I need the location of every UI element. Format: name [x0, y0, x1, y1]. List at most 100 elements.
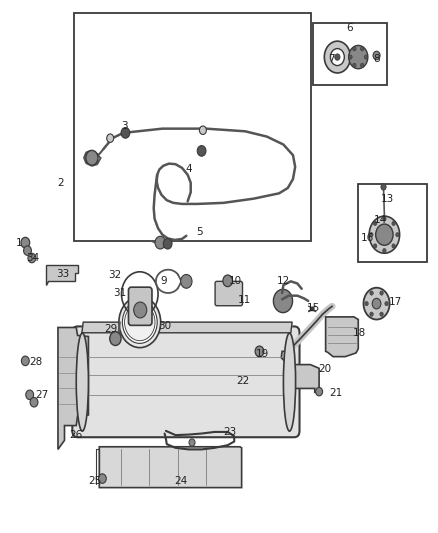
Circle shape [374, 221, 377, 225]
Circle shape [381, 184, 386, 190]
Ellipse shape [283, 333, 296, 431]
Text: 5: 5 [196, 227, 203, 237]
Text: 7: 7 [328, 54, 335, 63]
Text: 4: 4 [185, 165, 192, 174]
Text: 9: 9 [160, 276, 166, 286]
Text: 28: 28 [30, 357, 43, 367]
Circle shape [255, 346, 264, 357]
Circle shape [349, 55, 352, 59]
Circle shape [28, 253, 36, 263]
Circle shape [360, 47, 364, 51]
Circle shape [373, 51, 380, 60]
Circle shape [374, 244, 377, 248]
Circle shape [364, 55, 368, 59]
Text: 24: 24 [174, 477, 188, 486]
Polygon shape [58, 327, 88, 449]
Circle shape [273, 289, 293, 313]
Text: 13: 13 [381, 193, 394, 204]
Circle shape [163, 238, 172, 249]
Text: 16: 16 [360, 233, 374, 243]
Text: 27: 27 [35, 390, 48, 400]
Circle shape [189, 439, 195, 446]
Text: 34: 34 [27, 253, 40, 263]
Circle shape [376, 224, 393, 245]
Text: 29: 29 [104, 324, 118, 334]
Text: 11: 11 [238, 295, 251, 305]
Circle shape [311, 307, 314, 311]
Circle shape [365, 302, 368, 306]
Circle shape [335, 54, 340, 60]
Text: 3: 3 [121, 121, 127, 131]
Circle shape [134, 302, 147, 318]
Text: 23: 23 [224, 427, 237, 437]
Circle shape [110, 332, 121, 345]
Ellipse shape [76, 333, 88, 431]
FancyBboxPatch shape [72, 326, 300, 437]
Text: 20: 20 [318, 364, 331, 374]
Circle shape [86, 150, 98, 165]
Circle shape [121, 127, 130, 138]
Bar [74, 13, 311, 241]
Polygon shape [281, 351, 319, 393]
Circle shape [30, 398, 38, 407]
Circle shape [370, 232, 373, 237]
Text: 15: 15 [307, 303, 321, 313]
Text: 22: 22 [237, 376, 250, 386]
Text: 12: 12 [276, 276, 290, 286]
Circle shape [370, 291, 373, 295]
Polygon shape [82, 322, 292, 333]
Circle shape [383, 216, 386, 221]
Bar [358, 184, 427, 262]
Circle shape [372, 298, 381, 309]
Circle shape [124, 304, 155, 341]
Circle shape [396, 232, 399, 237]
Circle shape [21, 356, 29, 366]
Text: 6: 6 [346, 23, 353, 33]
Circle shape [360, 63, 364, 68]
Circle shape [369, 216, 399, 253]
Circle shape [122, 301, 157, 343]
Circle shape [316, 387, 322, 396]
Circle shape [380, 312, 383, 316]
Polygon shape [99, 447, 242, 488]
Text: 33: 33 [57, 270, 70, 279]
Circle shape [24, 246, 32, 255]
Text: 21: 21 [329, 387, 342, 398]
Circle shape [181, 274, 192, 288]
Text: 25: 25 [88, 476, 102, 486]
Circle shape [383, 248, 386, 253]
Circle shape [199, 126, 206, 134]
Polygon shape [46, 265, 78, 285]
Circle shape [324, 41, 350, 73]
Circle shape [107, 134, 114, 142]
Text: 32: 32 [108, 270, 121, 280]
FancyBboxPatch shape [215, 281, 243, 306]
Circle shape [385, 302, 389, 306]
Circle shape [26, 390, 34, 400]
Circle shape [349, 45, 368, 69]
Circle shape [21, 237, 30, 248]
Text: 1: 1 [15, 238, 22, 248]
Polygon shape [325, 317, 358, 357]
Circle shape [119, 297, 161, 348]
Text: 31: 31 [113, 288, 127, 298]
Text: 2: 2 [57, 177, 64, 188]
Circle shape [99, 474, 106, 483]
Bar [313, 22, 387, 85]
Circle shape [392, 221, 396, 225]
Circle shape [223, 275, 233, 287]
Circle shape [370, 312, 373, 316]
Circle shape [155, 236, 166, 249]
Circle shape [353, 47, 356, 51]
Text: 30: 30 [158, 321, 171, 331]
Text: 8: 8 [373, 54, 380, 64]
Text: 26: 26 [69, 430, 82, 440]
Circle shape [330, 49, 344, 66]
Text: 14: 14 [374, 215, 388, 225]
Text: 17: 17 [389, 297, 403, 307]
Circle shape [380, 291, 383, 295]
Circle shape [392, 244, 396, 248]
Circle shape [197, 146, 206, 156]
FancyBboxPatch shape [128, 287, 152, 325]
Circle shape [353, 63, 356, 68]
